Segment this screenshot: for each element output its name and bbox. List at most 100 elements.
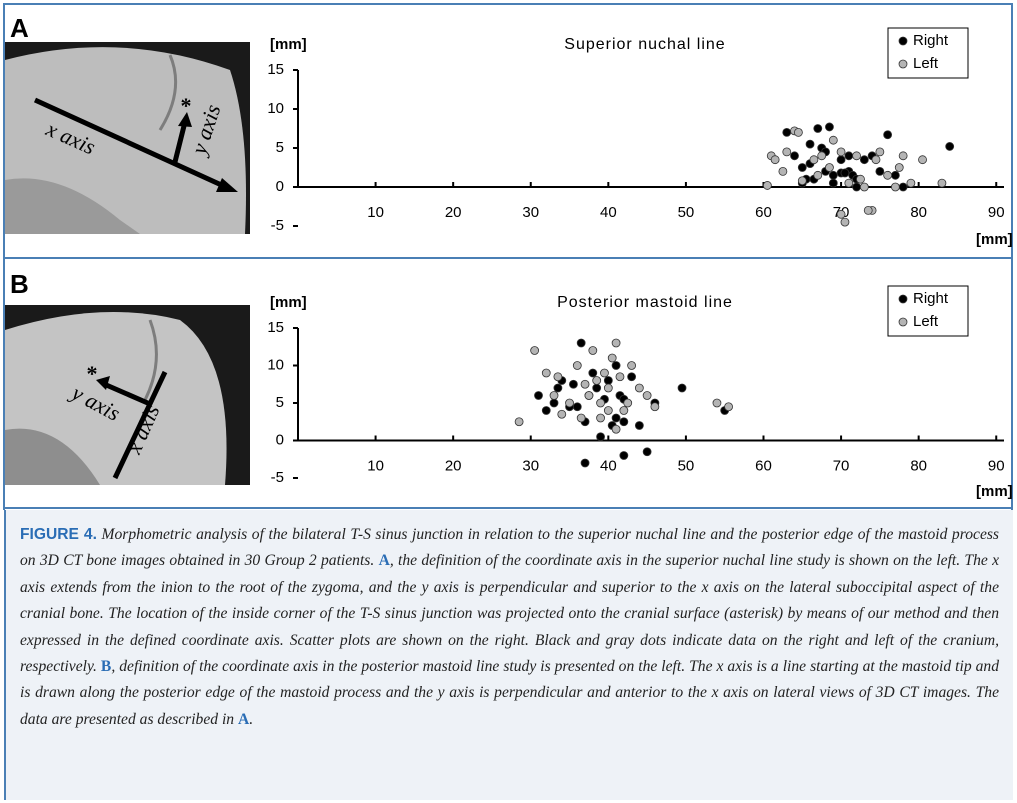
data-point	[530, 346, 540, 355]
data-point	[782, 147, 792, 157]
x-tick-label: 10	[367, 457, 384, 474]
legend-box	[887, 285, 969, 337]
data-point	[611, 424, 621, 434]
data-point	[712, 398, 722, 408]
panel-label: A	[10, 13, 29, 43]
legend-marker	[898, 317, 908, 327]
data-point	[569, 379, 578, 389]
data-point	[572, 361, 582, 370]
data-point	[937, 178, 947, 188]
data-point	[828, 135, 838, 145]
legend-box	[887, 27, 969, 79]
caption-ref: A	[378, 552, 390, 570]
x-axis-label: [mm]	[976, 483, 1013, 500]
data-point	[797, 163, 807, 172]
data-point	[875, 147, 885, 157]
x-tick-label: 20	[445, 204, 462, 221]
x-tick-label: 60	[755, 457, 772, 474]
data-point	[576, 338, 586, 348]
legend-label: Left	[913, 55, 939, 72]
data-point	[603, 406, 613, 415]
data-point	[724, 402, 733, 412]
caption-ref: B	[100, 658, 112, 676]
image-label: *	[87, 361, 98, 386]
data-point	[627, 361, 637, 370]
data-point	[619, 451, 629, 460]
data-point	[611, 361, 621, 370]
x-tick-label: 20	[445, 457, 462, 474]
x-tick-label: 70	[833, 457, 850, 474]
y-axis-label: [mm]	[270, 36, 307, 53]
data-point	[852, 182, 861, 192]
x-tick-label: 50	[678, 457, 695, 474]
data-point	[619, 417, 629, 427]
data-point	[534, 391, 543, 400]
data-point	[565, 398, 574, 408]
data-point	[859, 155, 869, 165]
y-tick-label: -5	[271, 217, 284, 234]
legend-label: Left	[913, 313, 939, 330]
y-tick-label: -5	[271, 469, 284, 486]
data-point	[580, 379, 590, 389]
data-point	[825, 122, 834, 132]
chart-title: Superior nuchal line	[564, 36, 725, 53]
data-point	[588, 346, 598, 355]
data-point	[650, 402, 660, 412]
x-tick-label: 10	[367, 204, 384, 221]
caption-text: Morphometric analysis of the bilateral T…	[20, 526, 999, 570]
y-tick-label: 10	[267, 356, 284, 373]
y-tick-label: 5	[276, 139, 284, 156]
x-tick-label: 30	[522, 457, 539, 474]
data-point	[918, 155, 927, 165]
chart-title: Posterior mastoid line	[557, 294, 733, 311]
data-point	[894, 163, 904, 172]
caption-ref: A	[238, 710, 250, 728]
x-tick-label: 40	[600, 457, 617, 474]
y-tick-label: 0	[276, 178, 284, 195]
data-point	[844, 178, 854, 188]
data-point	[840, 217, 850, 227]
data-point	[619, 406, 629, 415]
x-tick-label: 40	[600, 204, 617, 221]
data-point	[576, 413, 586, 423]
data-point	[642, 447, 652, 457]
data-point	[611, 413, 621, 423]
x-tick-label: 80	[910, 204, 927, 221]
x-tick-label: 50	[678, 204, 695, 221]
data-point	[549, 391, 559, 400]
data-point	[875, 166, 885, 176]
legend-marker	[898, 59, 908, 69]
data-point	[553, 372, 563, 382]
x-axis-label: [mm]	[976, 231, 1013, 248]
data-point	[607, 353, 617, 363]
data-point	[828, 178, 838, 188]
x-tick-label: 60	[755, 204, 772, 221]
data-point	[603, 376, 613, 385]
data-point	[627, 372, 637, 382]
y-tick-label: 15	[267, 61, 284, 78]
caption: FIGURE 4. Morphometric analysis of the b…	[4, 510, 1013, 800]
data-point	[794, 127, 803, 137]
data-point	[557, 409, 567, 419]
data-point	[572, 402, 582, 412]
data-point	[890, 170, 900, 180]
data-point	[553, 383, 563, 393]
data-point	[615, 372, 625, 382]
y-tick-label: 15	[267, 319, 284, 336]
data-point	[859, 182, 869, 192]
data-point	[813, 124, 823, 133]
data-point	[541, 368, 551, 378]
legend-label: Right	[913, 290, 949, 307]
legend-label: Right	[913, 32, 949, 49]
data-point	[805, 139, 815, 149]
data-point	[588, 368, 598, 378]
data-point	[778, 166, 788, 176]
skull-image	[5, 305, 250, 485]
data-point	[603, 383, 613, 393]
data-point	[817, 151, 827, 161]
y-tick-label: 5	[276, 394, 284, 411]
y-tick-label: 0	[276, 431, 284, 448]
y-axis-label: [mm]	[270, 294, 307, 311]
data-point	[836, 209, 846, 219]
data-point	[634, 421, 644, 430]
